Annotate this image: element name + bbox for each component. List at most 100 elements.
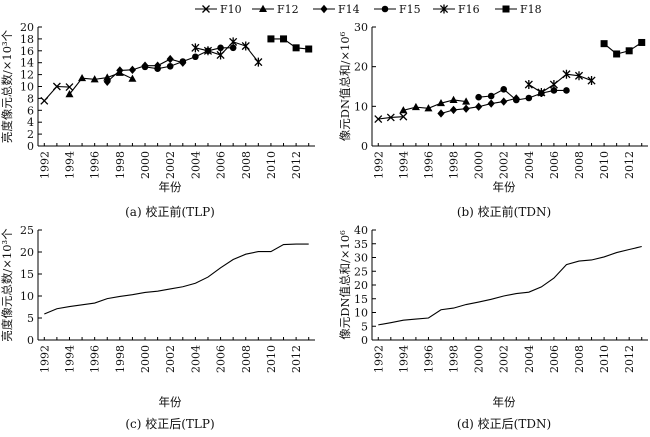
panel-b-y-tick-label: 0 (361, 140, 368, 153)
panel-d-y-tick-label: 25 (354, 265, 368, 278)
panel-a-point-f12 (78, 73, 87, 82)
panel-d-y-tick-label: 0 (361, 334, 368, 347)
panel-d-x-tick-label: 1994 (397, 345, 410, 373)
panel-b-x-tick-label: 2012 (623, 151, 636, 179)
panel-a-point-f16 (241, 41, 250, 51)
panel-a-y-label: 亮度像元总数/×10³个 (0, 29, 14, 143)
panel-a-y-tick-label: 6 (27, 104, 34, 117)
panel-a-point-f16 (203, 46, 213, 56)
panel-c-line-series-1 (44, 243, 309, 315)
panel-b-point-f15 (512, 96, 520, 104)
panel-d-x-tick-label: 2010 (598, 345, 611, 373)
panel-a-y-tick-label: 8 (27, 92, 34, 105)
panel-b-point-f15 (550, 87, 558, 94)
panel-b-y-tick-label: 20 (354, 61, 368, 74)
panel-b-point-f10 (374, 115, 383, 123)
panel-b-y-tick-label: 30 (354, 21, 368, 34)
panel-d-x-tick-label: 2002 (498, 345, 511, 373)
panel-d-x-label: 年份 (493, 395, 516, 409)
panel-a-y-tick-label: 0 (27, 140, 34, 153)
panel-b-point-f12 (437, 98, 445, 107)
panel-d-x-tick-label: 2006 (548, 345, 561, 373)
panel-d-x-tick-label: 2000 (473, 345, 486, 373)
panel-c-y-tick-label: 0 (27, 334, 34, 347)
legend-marker-f18 (502, 5, 510, 13)
panel-c-x-tick-label: 2000 (139, 345, 152, 373)
panel-a-point-f18 (292, 44, 300, 52)
panel-b-point-f16 (562, 69, 571, 79)
panel-c-x-tick-label: 2006 (215, 345, 228, 373)
panel-c-x-tick-label: 2002 (164, 345, 177, 373)
panel-c-x-tick-label: 2004 (189, 345, 202, 373)
panel-a-x-tick-label: 1992 (38, 151, 51, 179)
panel-c-y-tick-label: 5 (27, 312, 34, 325)
legend-marker-f15 (381, 5, 389, 13)
panel-a-point-f10 (65, 83, 74, 92)
legend-label-f16: F16 (458, 3, 480, 16)
panel-a-point-f14 (116, 66, 124, 75)
panel-a-y-tick-label: 20 (20, 21, 34, 34)
panel-a-x-tick-label: 2012 (290, 151, 303, 179)
panel-a-point-f10 (52, 82, 61, 91)
panel-c-y-tick-label: 25 (20, 224, 34, 237)
panel-d-y-label: 像元DN值总和/×10⁶ (338, 230, 352, 340)
panel-d-y-tick-label: 30 (354, 252, 368, 265)
panel-d-x-tick-label: 2004 (523, 345, 536, 373)
legend: F10 F12 F14 F15 F16 F18 (195, 3, 542, 16)
panel-a-point-f14 (128, 65, 137, 75)
panel-b-point-f15 (525, 94, 533, 102)
panel-b-y-label: 像元DN值总和/×10⁶ (338, 31, 352, 141)
panel-a-point-f14 (103, 77, 111, 86)
panel-b-point-f16 (524, 80, 533, 90)
panel-b-caption: (b) 校正前(TDN) (457, 204, 551, 219)
panel-b: 0 10 20 30 1992 1994 1996 1998 2000 2002 2004 2006 2… (338, 21, 648, 219)
panel-d-caption: (d) 校正后(TDN) (457, 416, 551, 431)
panel-a-point-f16 (254, 57, 263, 67)
legend-label-f10: F10 (220, 3, 242, 16)
panel-b-point-f10 (386, 113, 395, 122)
panel-a-x-tick-label: 2000 (139, 151, 152, 179)
panel-c-x-label: 年份 (159, 395, 182, 409)
panel-a-x-tick-label: 1996 (89, 151, 102, 179)
panel-a-x-tick-label: 1998 (114, 151, 127, 179)
panel-a-point-f15 (179, 58, 187, 65)
panel-a-point-f15 (166, 62, 174, 70)
panel-c-x-tick-label: 2008 (240, 345, 253, 373)
panel-b-point-f14 (437, 109, 445, 118)
panel-b-y-tick-label: 10 (354, 100, 368, 113)
panel-a-x-tick-label: 2004 (189, 151, 202, 179)
panel-b-point-f14 (449, 105, 458, 115)
panel-a-x-tick-label: 2010 (265, 151, 278, 179)
panel-a-point-f16 (229, 37, 238, 47)
panel-b-x-tick-label: 2002 (498, 151, 511, 179)
panel-c-x-tick-label: 2012 (290, 345, 303, 373)
panel-b-x-tick-label: 1994 (397, 151, 410, 179)
panel-c-x-tick-label: 1994 (63, 345, 76, 373)
panel-b-point-f18 (613, 50, 621, 58)
panel-a-point-f15 (217, 44, 224, 52)
panel-b-x-tick-label: 2006 (548, 151, 561, 179)
panel-a-y-tick-label: 12 (20, 69, 34, 82)
panel-d-y-tick-label: 10 (354, 307, 368, 320)
panel-b-line-f18 (603, 42, 643, 55)
panel-b-point-f14 (475, 102, 483, 111)
panel-b-point-f15 (500, 85, 508, 93)
panel-b-point-f14 (500, 97, 508, 106)
panel-b-point-f15 (475, 93, 482, 101)
panel-a-point-f18 (280, 35, 288, 43)
panel-c-y-tick-label: 15 (20, 268, 34, 281)
panel-c-x-tick-label: 1996 (89, 345, 102, 373)
panel-b-point-f14 (462, 104, 470, 113)
panel-d-y-tick-label: 15 (354, 293, 368, 306)
panel-a-y-tick-label: 10 (20, 81, 34, 94)
panel-d-y-tick-label: 40 (354, 224, 368, 237)
panel-a-caption: (a) 校正前(TLP) (125, 204, 215, 219)
panel-b-x-tick-label: 1996 (422, 151, 435, 179)
panel-c-y-tick-label: 10 (20, 290, 34, 303)
panel-b-x-tick-label: 2008 (573, 151, 586, 179)
panel-b-point-f16 (587, 76, 596, 86)
panel-c-x-tick-label: 1998 (114, 345, 127, 373)
panel-b-x-tick-label: 2004 (523, 151, 536, 179)
